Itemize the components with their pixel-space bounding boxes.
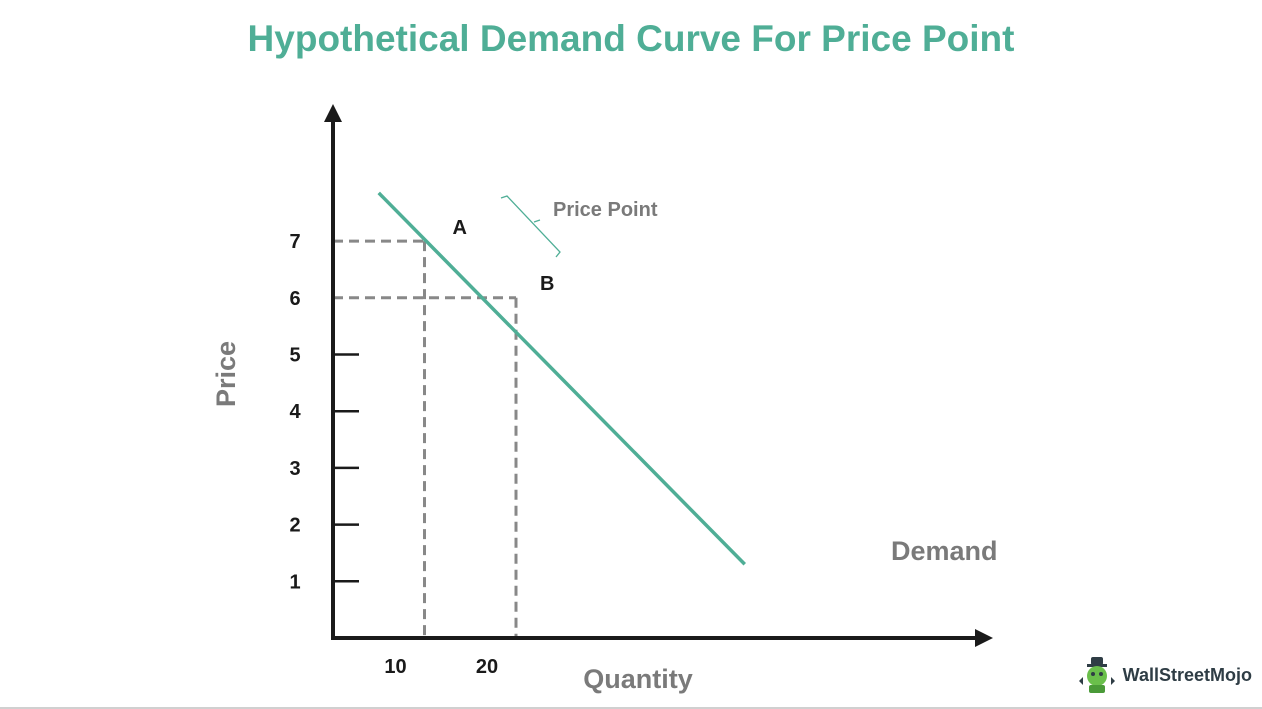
y-tick-label-4: 4 (289, 401, 301, 423)
series-layer (377, 191, 746, 566)
y-tick-label-6: 6 (289, 288, 300, 310)
series-label-demand: Demand (891, 536, 998, 566)
wallstreetmojo-logo: WallStreetMojo (1077, 655, 1252, 695)
axes (324, 104, 993, 647)
bottom-rule (0, 707, 1262, 709)
demand-line (377, 191, 746, 566)
price-point-bracket (500, 195, 561, 258)
guide-lines (333, 239, 518, 638)
y-axis-label: Price (211, 341, 241, 407)
x-tick-label-10: 10 (384, 656, 406, 678)
point-labels: AB (453, 217, 555, 295)
x-axis-label: Quantity (583, 664, 693, 694)
mascot-icon (1078, 657, 1115, 693)
point-label-b: B (540, 273, 554, 295)
x-ticks: 10 20 (384, 656, 498, 678)
y-tick-label-3: 3 (289, 458, 300, 480)
y-tick-label-1: 1 (289, 571, 300, 593)
y-tick-label-7: 7 (289, 231, 300, 253)
y-axis-arrow (324, 104, 342, 122)
logo-text: WallStreetMojo (1122, 664, 1252, 685)
chart-title: Hypothetical Demand Curve For Price Poin… (247, 18, 1015, 59)
y-ticks: 1 2 3 4 5 6 7 (289, 231, 359, 593)
y-tick-label-2: 2 (289, 515, 300, 537)
point-label-a: A (453, 217, 467, 239)
x-axis-arrow (975, 629, 993, 647)
price-point-annotation: Price Point (553, 199, 658, 221)
y-tick-label-5: 5 (289, 345, 300, 367)
x-tick-label-20: 20 (476, 656, 498, 678)
